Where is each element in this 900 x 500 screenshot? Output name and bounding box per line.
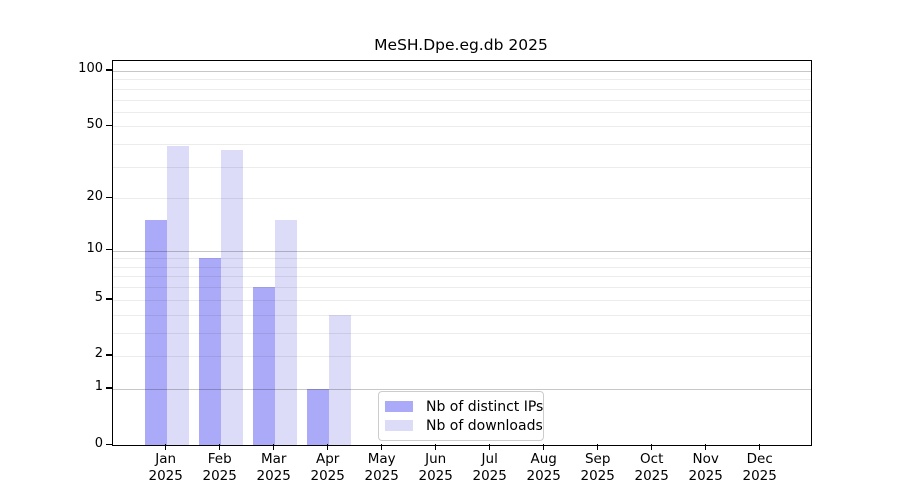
y-tick-label: 50	[86, 116, 103, 132]
x-tick-mark	[705, 444, 707, 450]
y-tick-label: 10	[86, 241, 103, 257]
y-tick-label: 1	[94, 379, 103, 395]
legend-label-downloads: Nb of downloads	[426, 417, 543, 434]
legend-swatch-downloads	[385, 420, 413, 431]
x-tick-label-may: May 2025	[364, 451, 399, 484]
legend: Nb of distinct IPs Nb of downloads	[378, 391, 544, 441]
legend-swatch-distinct-ips	[385, 401, 413, 412]
gridline-minor	[113, 276, 811, 278]
bar-downloads-jan	[166, 146, 189, 445]
bar-downloads-mar	[274, 220, 297, 445]
x-tick-label-aug: Aug 2025	[526, 451, 561, 484]
bar-distinct-ips-apr	[306, 388, 329, 445]
x-tick-label-jul: Jul 2025	[472, 451, 507, 484]
x-tick-mark	[219, 444, 221, 450]
bar-downloads-feb	[220, 150, 243, 445]
x-tick-label-feb: Feb 2025	[202, 451, 237, 484]
x-tick-mark	[543, 444, 545, 450]
legend-row-distinct-ips: Nb of distinct IPs	[385, 397, 543, 416]
x-tick-label-mar: Mar 2025	[256, 451, 291, 484]
gridline-minor	[113, 198, 811, 200]
y-tick-mark	[106, 249, 112, 251]
gridline-major	[113, 70, 811, 72]
bar-distinct-ips-jan	[144, 220, 167, 445]
gridline-major	[113, 250, 811, 252]
x-tick-label-nov: Nov 2025	[688, 451, 723, 484]
plot-area	[112, 60, 812, 446]
y-tick-mark	[106, 196, 112, 199]
gridline-minor	[113, 126, 811, 128]
x-tick-label-dec: Dec 2025	[742, 451, 777, 484]
x-tick-mark	[327, 444, 329, 450]
x-tick-label-jan: Jan 2025	[148, 451, 183, 484]
bar-distinct-ips-feb	[198, 258, 221, 445]
gridline-minor	[113, 355, 811, 357]
x-tick-label-sep: Sep 2025	[580, 451, 615, 484]
y-tick-mark	[106, 354, 112, 356]
x-tick-mark	[435, 444, 437, 450]
gridline-minor	[113, 287, 811, 289]
chart-title: MeSH.Dpe.eg.db 2025	[374, 36, 548, 54]
gridline-minor	[113, 332, 811, 334]
x-tick-mark	[273, 444, 275, 450]
bar-distinct-ips-mar	[252, 287, 275, 445]
gridline-major	[113, 388, 811, 390]
gridline-minor	[113, 79, 811, 81]
x-tick-mark	[489, 444, 491, 450]
y-tick-label: 100	[78, 61, 103, 77]
y-tick-mark	[106, 124, 112, 127]
x-tick-label-apr: Apr 2025	[310, 451, 345, 484]
gridline-minor	[113, 266, 811, 268]
y-tick-label: 5	[94, 290, 103, 306]
x-tick-label-jun: Jun 2025	[418, 451, 453, 484]
x-tick-mark	[381, 444, 383, 450]
x-tick-mark	[651, 444, 653, 450]
y-tick-mark	[106, 69, 112, 71]
y-tick-mark	[106, 387, 112, 389]
y-tick-label: 0	[94, 435, 103, 451]
bar-downloads-apr	[328, 314, 351, 445]
y-tick-label: 20	[86, 188, 103, 204]
gridline-minor	[113, 258, 811, 260]
gridline-minor	[113, 144, 811, 146]
x-tick-mark	[759, 444, 761, 450]
gridline-minor	[113, 88, 811, 90]
y-tick-mark	[106, 443, 112, 445]
y-tick-mark	[106, 298, 112, 300]
x-tick-mark	[597, 444, 599, 450]
gridline-minor	[113, 99, 811, 101]
legend-label-distinct-ips: Nb of distinct IPs	[426, 398, 544, 415]
gridline-minor	[113, 299, 811, 301]
gridline-minor	[113, 166, 811, 168]
y-tick-label: 2	[94, 346, 103, 362]
gridline-minor	[113, 111, 811, 113]
x-tick-mark	[165, 444, 167, 450]
gridline-minor	[113, 314, 811, 316]
legend-row-downloads: Nb of downloads	[385, 416, 543, 435]
x-tick-label-oct: Oct 2025	[634, 451, 669, 484]
